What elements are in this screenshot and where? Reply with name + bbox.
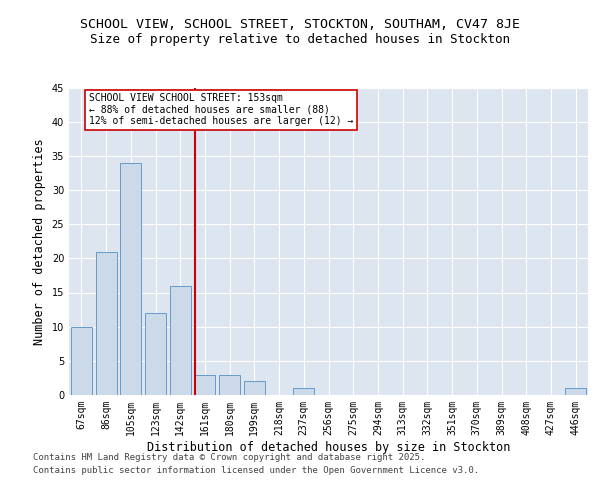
Bar — [244, 382, 265, 395]
Bar — [95, 252, 116, 395]
X-axis label: Distribution of detached houses by size in Stockton: Distribution of detached houses by size … — [147, 440, 510, 454]
Bar — [565, 388, 586, 395]
Text: Size of property relative to detached houses in Stockton: Size of property relative to detached ho… — [90, 32, 510, 46]
Bar — [219, 374, 240, 395]
Text: Contains HM Land Registry data © Crown copyright and database right 2025.: Contains HM Land Registry data © Crown c… — [33, 454, 425, 462]
Text: SCHOOL VIEW SCHOOL STREET: 153sqm
← 88% of detached houses are smaller (88)
12% : SCHOOL VIEW SCHOOL STREET: 153sqm ← 88% … — [89, 93, 353, 126]
Bar — [170, 286, 191, 395]
Text: Contains public sector information licensed under the Open Government Licence v3: Contains public sector information licen… — [33, 466, 479, 475]
Text: SCHOOL VIEW, SCHOOL STREET, STOCKTON, SOUTHAM, CV47 8JE: SCHOOL VIEW, SCHOOL STREET, STOCKTON, SO… — [80, 18, 520, 30]
Bar — [194, 374, 215, 395]
Bar — [293, 388, 314, 395]
Bar — [120, 162, 141, 395]
Bar — [145, 313, 166, 395]
Bar — [71, 326, 92, 395]
Y-axis label: Number of detached properties: Number of detached properties — [33, 138, 46, 344]
